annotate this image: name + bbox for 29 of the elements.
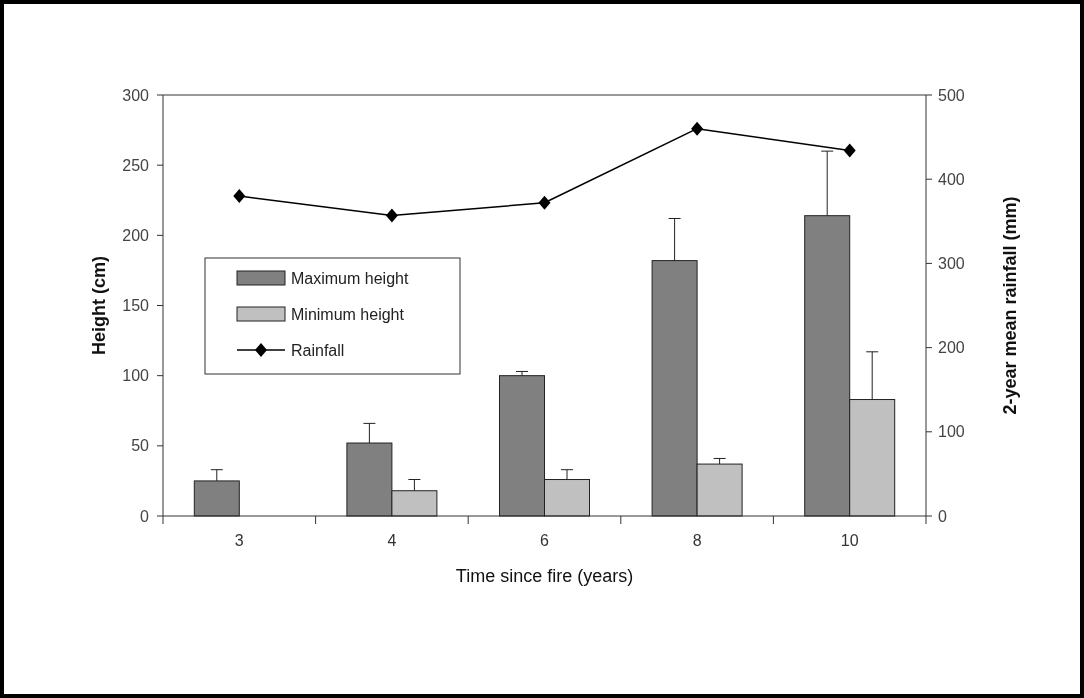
y2-axis-title: 2-year mean rainfall (mm) xyxy=(1000,196,1020,415)
y-tick-label: 250 xyxy=(122,156,150,174)
y2-tick-label: 100 xyxy=(938,423,965,441)
legend-label: Rainfall xyxy=(291,341,345,359)
x-axis-title: Time since fire (years) xyxy=(455,566,634,586)
y-tick-label: 100 xyxy=(122,367,150,385)
legend-label: Maximum height xyxy=(291,269,409,287)
y2-tick-label: 500 xyxy=(938,86,965,104)
y-tick-label: 300 xyxy=(122,86,150,104)
point xyxy=(538,195,551,210)
x-tick-label: 8 xyxy=(692,532,702,549)
y2-tick-label: 300 xyxy=(938,255,965,272)
x-tick-label: 4 xyxy=(387,532,397,549)
y2-tick-label: 0 xyxy=(938,507,947,525)
x-tick-label: 6 xyxy=(540,532,550,549)
legend-label: Minimum height xyxy=(291,305,405,323)
x-tick-label: 3 xyxy=(234,532,244,549)
y2-tick-label: 200 xyxy=(938,339,965,357)
x-tick-label: 10 xyxy=(840,532,859,549)
point xyxy=(691,121,704,136)
point xyxy=(843,143,856,158)
y-tick-label: 50 xyxy=(131,437,150,455)
y2-tick-label: 400 xyxy=(938,170,965,188)
y-tick-label: 150 xyxy=(122,297,150,315)
y-tick-label: 200 xyxy=(122,226,150,244)
y-tick-label: 0 xyxy=(140,507,150,525)
point xyxy=(233,189,246,204)
y-axis-title: Height (cm) xyxy=(89,255,109,355)
point xyxy=(385,208,398,223)
